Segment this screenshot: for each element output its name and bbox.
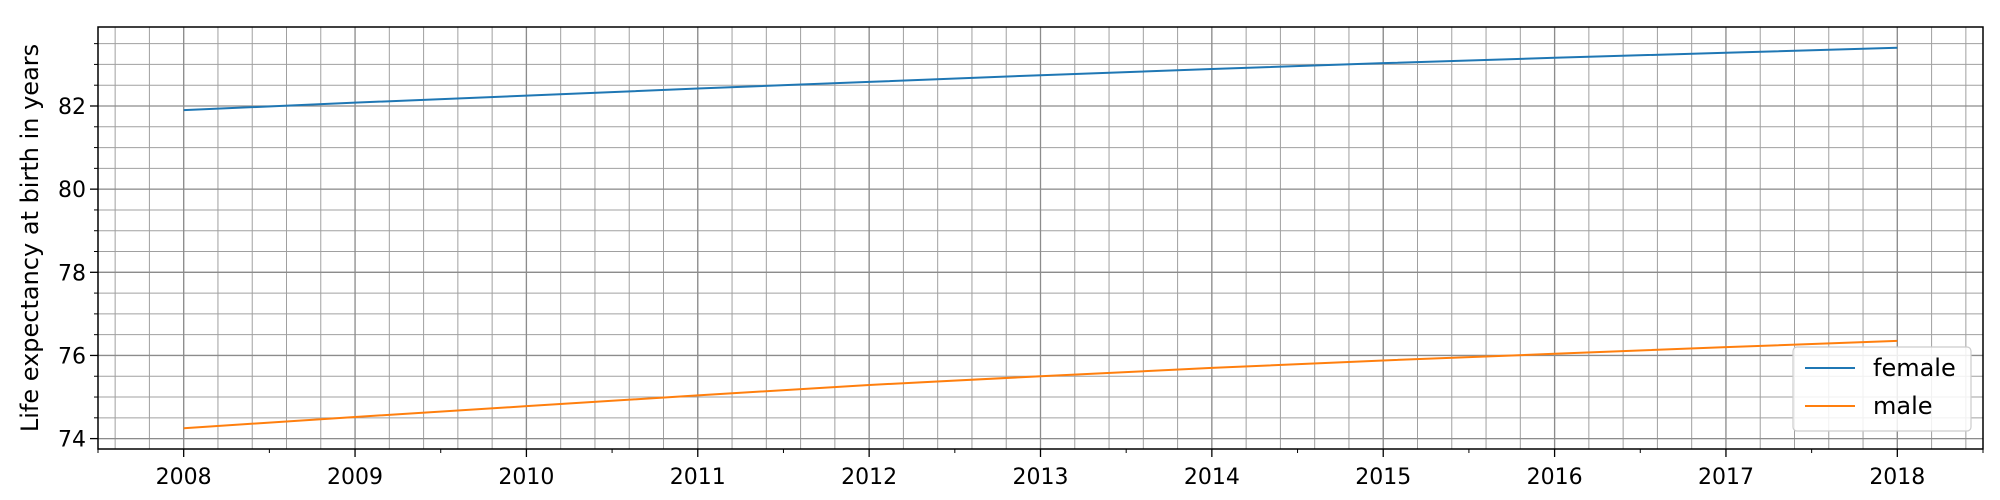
x-tick-label: 2013 [1013, 465, 1069, 490]
x-tick-label: 2012 [841, 465, 897, 490]
legend-label-female: female [1873, 354, 1956, 382]
x-tick-label: 2014 [1184, 465, 1240, 490]
x-tick-label: 2017 [1698, 465, 1754, 490]
grid [98, 27, 1983, 449]
x-tick-label: 2010 [498, 465, 554, 490]
y-tick-label: 78 [58, 261, 86, 286]
y-tick-label: 80 [58, 178, 86, 203]
x-tick-label: 2011 [670, 465, 726, 490]
y-axis-label: Life expectancy at birth in years [16, 44, 44, 432]
y-tick-label: 82 [58, 95, 86, 120]
series-line-female [183, 46, 1898, 112]
x-tick-label: 2009 [327, 465, 383, 490]
series-lines [183, 46, 1898, 430]
y-tick-label: 76 [58, 344, 86, 369]
axis-ticks: 2008 2009 2010 2011 2012 2013 2014 2015 2016 2017… [58, 43, 1984, 490]
x-tick-label: 2016 [1527, 465, 1583, 490]
legend-label-male: male [1873, 392, 1933, 420]
x-tick-label: 2015 [1355, 465, 1411, 490]
legend: female male [1792, 346, 1972, 432]
x-tick-label: 2008 [156, 465, 212, 490]
series-line-male [183, 339, 1898, 430]
x-tick-label: 2018 [1869, 465, 1925, 490]
y-tick-label: 74 [58, 428, 86, 453]
